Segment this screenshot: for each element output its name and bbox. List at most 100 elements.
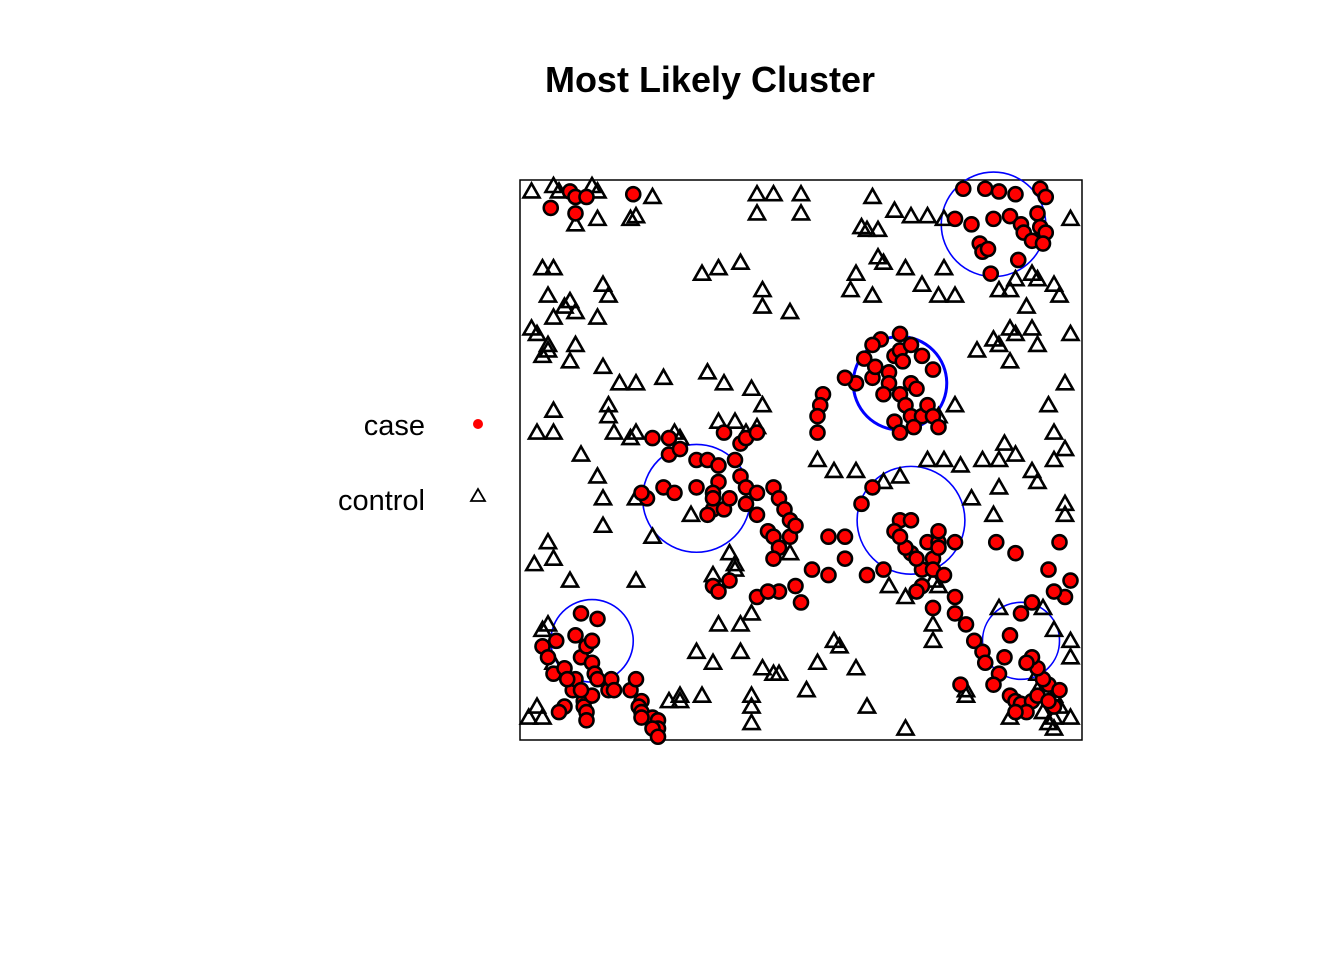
case-point [567, 627, 584, 644]
case-point [721, 572, 738, 589]
case-point [864, 479, 881, 496]
control-point [1021, 460, 1043, 479]
case-point [748, 484, 766, 502]
legend-case-marker [473, 419, 483, 429]
case-point [982, 265, 1000, 282]
control-point [790, 183, 812, 202]
case-point [710, 583, 727, 600]
control-point [856, 219, 878, 238]
case-point [987, 533, 1005, 551]
case-point [787, 577, 804, 595]
control-point [884, 200, 905, 218]
control-point [642, 186, 663, 205]
control-point [543, 257, 564, 276]
control-point [889, 465, 911, 484]
control-point [537, 613, 559, 632]
control-point [730, 641, 751, 660]
control-point [625, 421, 647, 440]
case-point [633, 709, 650, 726]
control-point [900, 205, 922, 224]
control-point [653, 367, 674, 386]
control-point [988, 334, 1010, 353]
case-point [572, 605, 590, 622]
control-point [543, 421, 564, 440]
control-point [1043, 717, 1065, 736]
control-point [1060, 646, 1081, 665]
case-point [1001, 627, 1019, 644]
control-point [1054, 493, 1076, 512]
control-point [972, 449, 993, 468]
control-point [1060, 323, 1081, 342]
control-point [565, 213, 586, 232]
case-point [688, 479, 705, 496]
control-point [537, 284, 559, 303]
control-point [829, 635, 850, 654]
case-points [534, 180, 1079, 746]
case-point [908, 583, 925, 600]
control-point [713, 372, 735, 391]
case-point [721, 490, 738, 507]
case-point [792, 594, 810, 611]
control-point [658, 690, 680, 709]
control-point [1027, 471, 1048, 490]
case-point [1009, 251, 1027, 269]
control-point [1038, 712, 1059, 731]
control-point [917, 449, 938, 468]
case-point [891, 325, 909, 343]
control-point [752, 295, 773, 314]
control-point [741, 712, 762, 731]
case-point [946, 588, 964, 606]
control-point [1005, 268, 1026, 287]
control-point [895, 586, 916, 605]
control-point [988, 279, 1010, 298]
control-point [537, 334, 559, 353]
case-point [666, 484, 683, 502]
case-point [765, 550, 782, 567]
control-point [961, 487, 982, 506]
plot-box [519, 179, 1083, 741]
control-point [823, 460, 845, 479]
control-point [873, 252, 894, 271]
control-point [620, 427, 641, 446]
control-point [994, 432, 1015, 451]
case-point [864, 336, 881, 354]
control-point [928, 575, 949, 594]
control-point [559, 350, 581, 369]
case-point [836, 369, 854, 387]
control-point [565, 334, 586, 353]
control-point [752, 657, 773, 676]
control-point [587, 208, 608, 227]
case-point [979, 240, 997, 258]
case-point [605, 681, 623, 699]
control-point [532, 706, 553, 725]
case-point [1051, 681, 1068, 699]
control-point [642, 526, 663, 545]
control-point [537, 339, 559, 358]
case-point [902, 511, 920, 529]
control-point [603, 421, 625, 440]
case-point [699, 506, 716, 524]
control-point [543, 306, 564, 325]
control-point [845, 263, 867, 281]
control-point [598, 405, 619, 424]
case-point [963, 216, 980, 233]
control-point [856, 695, 878, 714]
control-point [708, 257, 729, 276]
control-point [746, 183, 768, 202]
control-point [543, 548, 564, 566]
control-point [730, 252, 751, 271]
case-point [671, 440, 689, 458]
case-point [954, 180, 972, 198]
control-point [999, 279, 1021, 298]
control-point [1060, 208, 1081, 227]
case-point [976, 654, 994, 672]
control-point [1043, 619, 1065, 638]
control-point [873, 471, 894, 490]
control-point [592, 356, 614, 375]
control-point [922, 630, 944, 649]
control-point [669, 685, 691, 703]
case-point [1029, 205, 1046, 222]
case-point [853, 495, 870, 513]
control-point [669, 690, 691, 709]
control-point [587, 465, 608, 484]
